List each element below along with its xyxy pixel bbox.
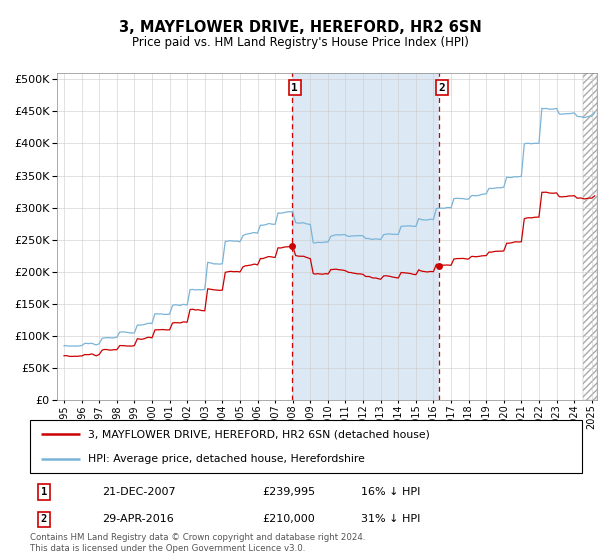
Text: £210,000: £210,000: [262, 514, 314, 524]
Text: 1: 1: [41, 487, 47, 497]
Text: 21-DEC-2007: 21-DEC-2007: [102, 487, 175, 497]
Bar: [292, 73, 439, 400]
Bar: [583, 73, 597, 400]
Text: 2: 2: [439, 82, 445, 92]
Text: 29-APR-2016: 29-APR-2016: [102, 514, 173, 524]
Text: Price paid vs. HM Land Registry's House Price Index (HPI): Price paid vs. HM Land Registry's House …: [131, 36, 469, 49]
Text: Contains HM Land Registry data © Crown copyright and database right 2024.
This d: Contains HM Land Registry data © Crown c…: [30, 533, 365, 553]
Text: 3, MAYFLOWER DRIVE, HEREFORD, HR2 6SN: 3, MAYFLOWER DRIVE, HEREFORD, HR2 6SN: [119, 20, 481, 35]
FancyBboxPatch shape: [30, 420, 582, 473]
Text: 16% ↓ HPI: 16% ↓ HPI: [361, 487, 421, 497]
Text: 31% ↓ HPI: 31% ↓ HPI: [361, 514, 421, 524]
Text: 2: 2: [41, 514, 47, 524]
Text: £239,995: £239,995: [262, 487, 315, 497]
Text: 3, MAYFLOWER DRIVE, HEREFORD, HR2 6SN (detached house): 3, MAYFLOWER DRIVE, HEREFORD, HR2 6SN (d…: [88, 430, 430, 440]
Text: 1: 1: [292, 82, 298, 92]
Text: HPI: Average price, detached house, Herefordshire: HPI: Average price, detached house, Here…: [88, 454, 365, 464]
